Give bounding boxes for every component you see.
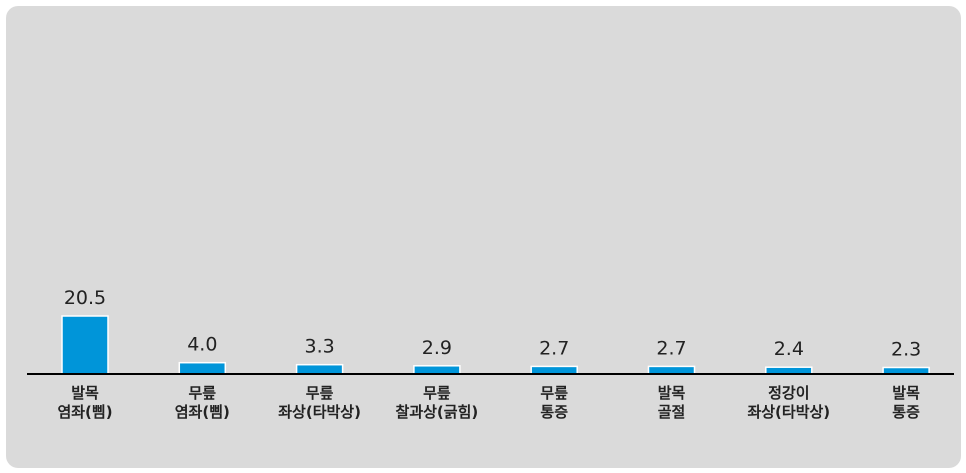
bar (61, 315, 109, 375)
category-label: 발목 골절 (658, 384, 686, 421)
category-label-line: 염좌(삠) (57, 403, 112, 421)
category-label-line: 발목 (892, 384, 920, 402)
value-label: 3.3 (304, 336, 334, 358)
category-label-line: 발목 (658, 384, 686, 402)
category-label-line: 무릎 (423, 384, 451, 402)
bar (765, 366, 813, 375)
value-label: 2.9 (422, 337, 452, 359)
category-label-line: 골절 (658, 403, 686, 421)
value-label: 20.5 (64, 287, 106, 309)
category-label-line: 통증 (540, 403, 568, 421)
bar (647, 365, 696, 375)
category-label-line: 무릎 (540, 384, 568, 402)
category-label-line: 통증 (892, 403, 920, 421)
category-label: 발목 염좌(삠) (57, 384, 112, 421)
bar (413, 365, 461, 375)
category-label: 무릎 통증 (540, 384, 568, 421)
category-label: 발목 통증 (892, 384, 920, 421)
bar (295, 363, 344, 375)
category-label: 무릎 좌상(타박상) (278, 384, 361, 421)
category-label: 무릎 염좌(삠) (175, 384, 230, 421)
value-labels-group: 20.5 4.0 3.3 2.9 2.7 2.7 2.4 2.3 (64, 287, 921, 361)
value-label: 2.4 (774, 338, 804, 360)
bar (178, 361, 227, 375)
category-label-line: 좌상(타박상) (278, 403, 361, 421)
value-label: 2.3 (891, 339, 921, 361)
chart-panel (6, 6, 961, 468)
category-label: 정강이 좌상(타박상) (747, 384, 830, 421)
category-label-line: 발목 (71, 384, 99, 402)
value-label: 2.7 (656, 337, 686, 359)
category-label-line: 염좌(삠) (175, 403, 230, 421)
category-label: 무릎 찰과상(긁힘) (396, 384, 479, 421)
category-label-line: 정강이 (768, 384, 809, 402)
category-label-line: 무릎 (188, 384, 216, 402)
value-label: 4.0 (187, 334, 217, 356)
bar (530, 365, 578, 375)
category-label-line: 찰과상(긁힘) (396, 403, 479, 421)
value-label: 2.7 (539, 337, 569, 359)
category-label-line: 무릎 (306, 384, 334, 402)
category-label-line: 좌상(타박상) (747, 403, 830, 421)
